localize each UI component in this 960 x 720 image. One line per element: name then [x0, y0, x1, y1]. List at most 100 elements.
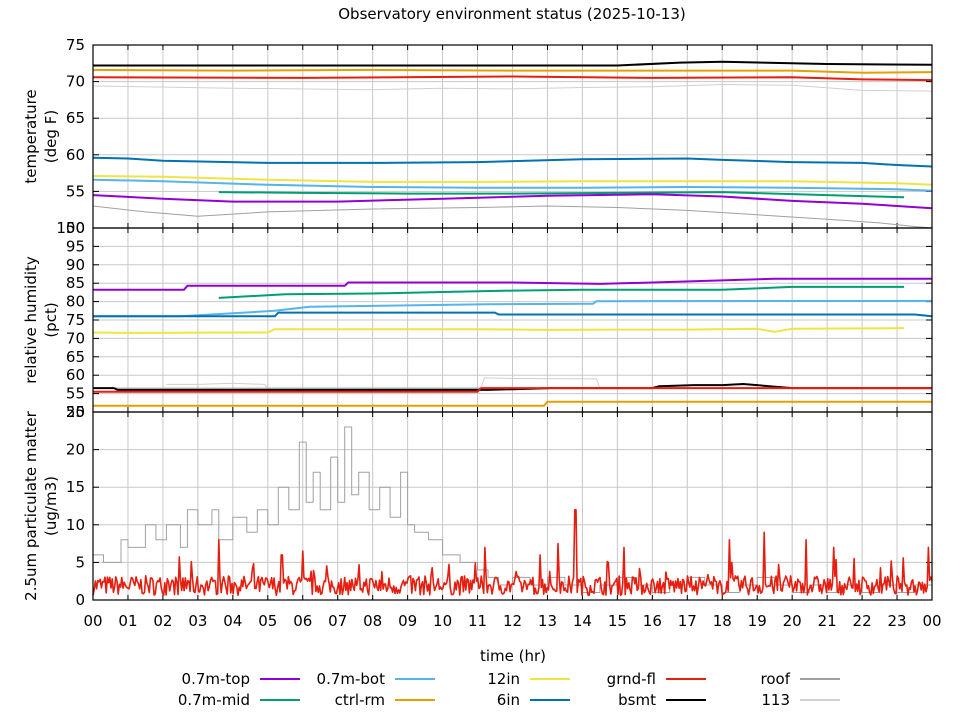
series-line-12in: [92, 327, 905, 334]
series-line-roof: [92, 205, 933, 229]
legend-item-roof: roof: [761, 670, 840, 688]
legend-label: 0.7m-bot: [317, 670, 386, 688]
y-tick-label: 20: [66, 441, 85, 459]
y-axis-unit: (pct): [42, 302, 60, 337]
y-tick-label: 0: [75, 591, 85, 609]
x-tick-label: 17: [678, 612, 697, 630]
x-tick-label: 05: [258, 612, 277, 630]
y-tick-label: 100: [56, 219, 85, 237]
x-tick-label: 11: [468, 612, 487, 630]
series-line-6in: [93, 311, 933, 318]
y-tick-label: 50: [66, 219, 85, 237]
legend-item-0.7m-top: 0.7m-top: [182, 670, 300, 688]
legend-label: grnd-fl: [607, 670, 656, 688]
x-tick-label: 12: [503, 612, 522, 630]
legend-label: 0.7m-top: [182, 670, 250, 688]
series-line-grnd-fl: [92, 508, 933, 597]
x-tick-label: 00: [83, 612, 102, 630]
legend-item-113: 113: [761, 691, 840, 709]
y-tick-label: 60: [66, 366, 85, 384]
series-line-0.7m-top: [93, 277, 932, 291]
panel-frame: [92, 411, 933, 601]
x-tick-label: 14: [573, 612, 592, 630]
x-tick-label: 13: [538, 612, 557, 630]
y-tick-label: 85: [66, 274, 85, 292]
x-tick-label: 06: [293, 612, 312, 630]
y-tick-label: 5: [75, 553, 85, 571]
legend: 0.7m-top 0.7m-mid 0.7m-bot ctrl-rm 12in 6in gr…: [178, 670, 840, 709]
y-tick-label: 95: [66, 237, 85, 255]
series-line-grnd-fl: [92, 75, 933, 82]
y-tick-label: 75: [66, 311, 85, 329]
x-tick-label: 08: [363, 612, 382, 630]
x-tick-label: 01: [118, 612, 137, 630]
x-tick-label: 00: [922, 612, 941, 630]
x-axis-label: time (hr): [480, 647, 546, 665]
y-tick-label: 50: [66, 403, 85, 421]
x-tick-label: 02: [153, 612, 172, 630]
y-axis-label: 2.5um particulate matter: [22, 410, 40, 600]
y-tick-label: 15: [66, 478, 85, 496]
y-tick-label: 65: [66, 348, 85, 366]
y-tick-label: 65: [66, 109, 85, 127]
panel-pm25: 0 5 10 15 20 25 2.5um particulate matter (ug/m3…: [22, 403, 933, 609]
legend-label: 0.7m-mid: [178, 691, 250, 709]
x-tick-label: 03: [188, 612, 207, 630]
y-tick-label: 60: [66, 146, 85, 164]
y-axis-label: relative humidity: [22, 256, 40, 384]
x-tick-label: 16: [643, 612, 662, 630]
y-tick-label: 70: [66, 73, 85, 91]
series-line-113: [166, 377, 932, 389]
series-line-0.7m-mid: [218, 191, 905, 199]
series-line-grnd-fl: [93, 387, 932, 393]
legend-item-6in: 6in: [497, 691, 570, 709]
series-line-12in: [92, 175, 933, 186]
y-axis-label: temperature: [22, 89, 40, 183]
y-tick-label: 10: [66, 516, 85, 534]
x-tick-label: 15: [608, 612, 627, 630]
x-tick-label: 19: [748, 612, 767, 630]
series-line-113: [92, 84, 933, 92]
legend-label: bsmt: [618, 691, 656, 709]
y-tick-label: 80: [66, 293, 85, 311]
y-axis-unit: (ug/m3): [42, 476, 60, 536]
x-tick-label: 23: [887, 612, 906, 630]
x-tick-label: 09: [398, 612, 417, 630]
x-tick-label: 22: [853, 612, 872, 630]
legend-item-0.7m-bot: 0.7m-bot: [317, 670, 435, 688]
y-axis-unit: (deg F): [42, 110, 60, 163]
x-tick-label: 18: [713, 612, 732, 630]
x-tick-label: 04: [223, 612, 242, 630]
x-tick-label: 20: [783, 612, 802, 630]
y-tick-label: 55: [66, 182, 85, 200]
y-tick-label: 70: [66, 329, 85, 347]
legend-item-0.7m-mid: 0.7m-mid: [178, 691, 300, 709]
legend-item-12in: 12in: [487, 670, 570, 688]
series-line-ctrl-rm: [93, 400, 932, 407]
series-line-0.7m-mid: [218, 285, 904, 299]
y-tick-label: 75: [66, 36, 85, 54]
legend-label: 113: [761, 691, 790, 709]
legend-item-ctrl-rm: ctrl-rm: [335, 691, 435, 709]
legend-label: 12in: [487, 670, 520, 688]
legend-item-grnd-fl: grnd-fl: [607, 670, 706, 688]
chart-title: Observatory environment status (2025-10-…: [338, 5, 686, 23]
series-line-6in: [92, 156, 933, 168]
series-line-0.7m-top: [92, 193, 933, 210]
legend-label: roof: [761, 670, 791, 688]
series-line-ctrl-rm: [92, 68, 933, 74]
y-tick-label: 55: [66, 385, 85, 403]
series-line-0.7m-bot: [92, 178, 933, 192]
y-tick-label: 90: [66, 256, 85, 274]
y-tick-label: 25: [66, 403, 85, 421]
series-line-bsmt: [93, 60, 933, 67]
x-axis: 00 01 02 03 04 05 06 07 08 09 10 11 12 13 14 15 16 17 18 19…: [83, 612, 941, 630]
x-tick-label: 07: [328, 612, 347, 630]
x-tick-label: 10: [433, 612, 452, 630]
panel-temperature: 50 55 60 65 70 75 temperature (deg F): [22, 36, 933, 237]
legend-item-bsmt: bsmt: [618, 691, 706, 709]
x-tick-label: 21: [818, 612, 837, 630]
